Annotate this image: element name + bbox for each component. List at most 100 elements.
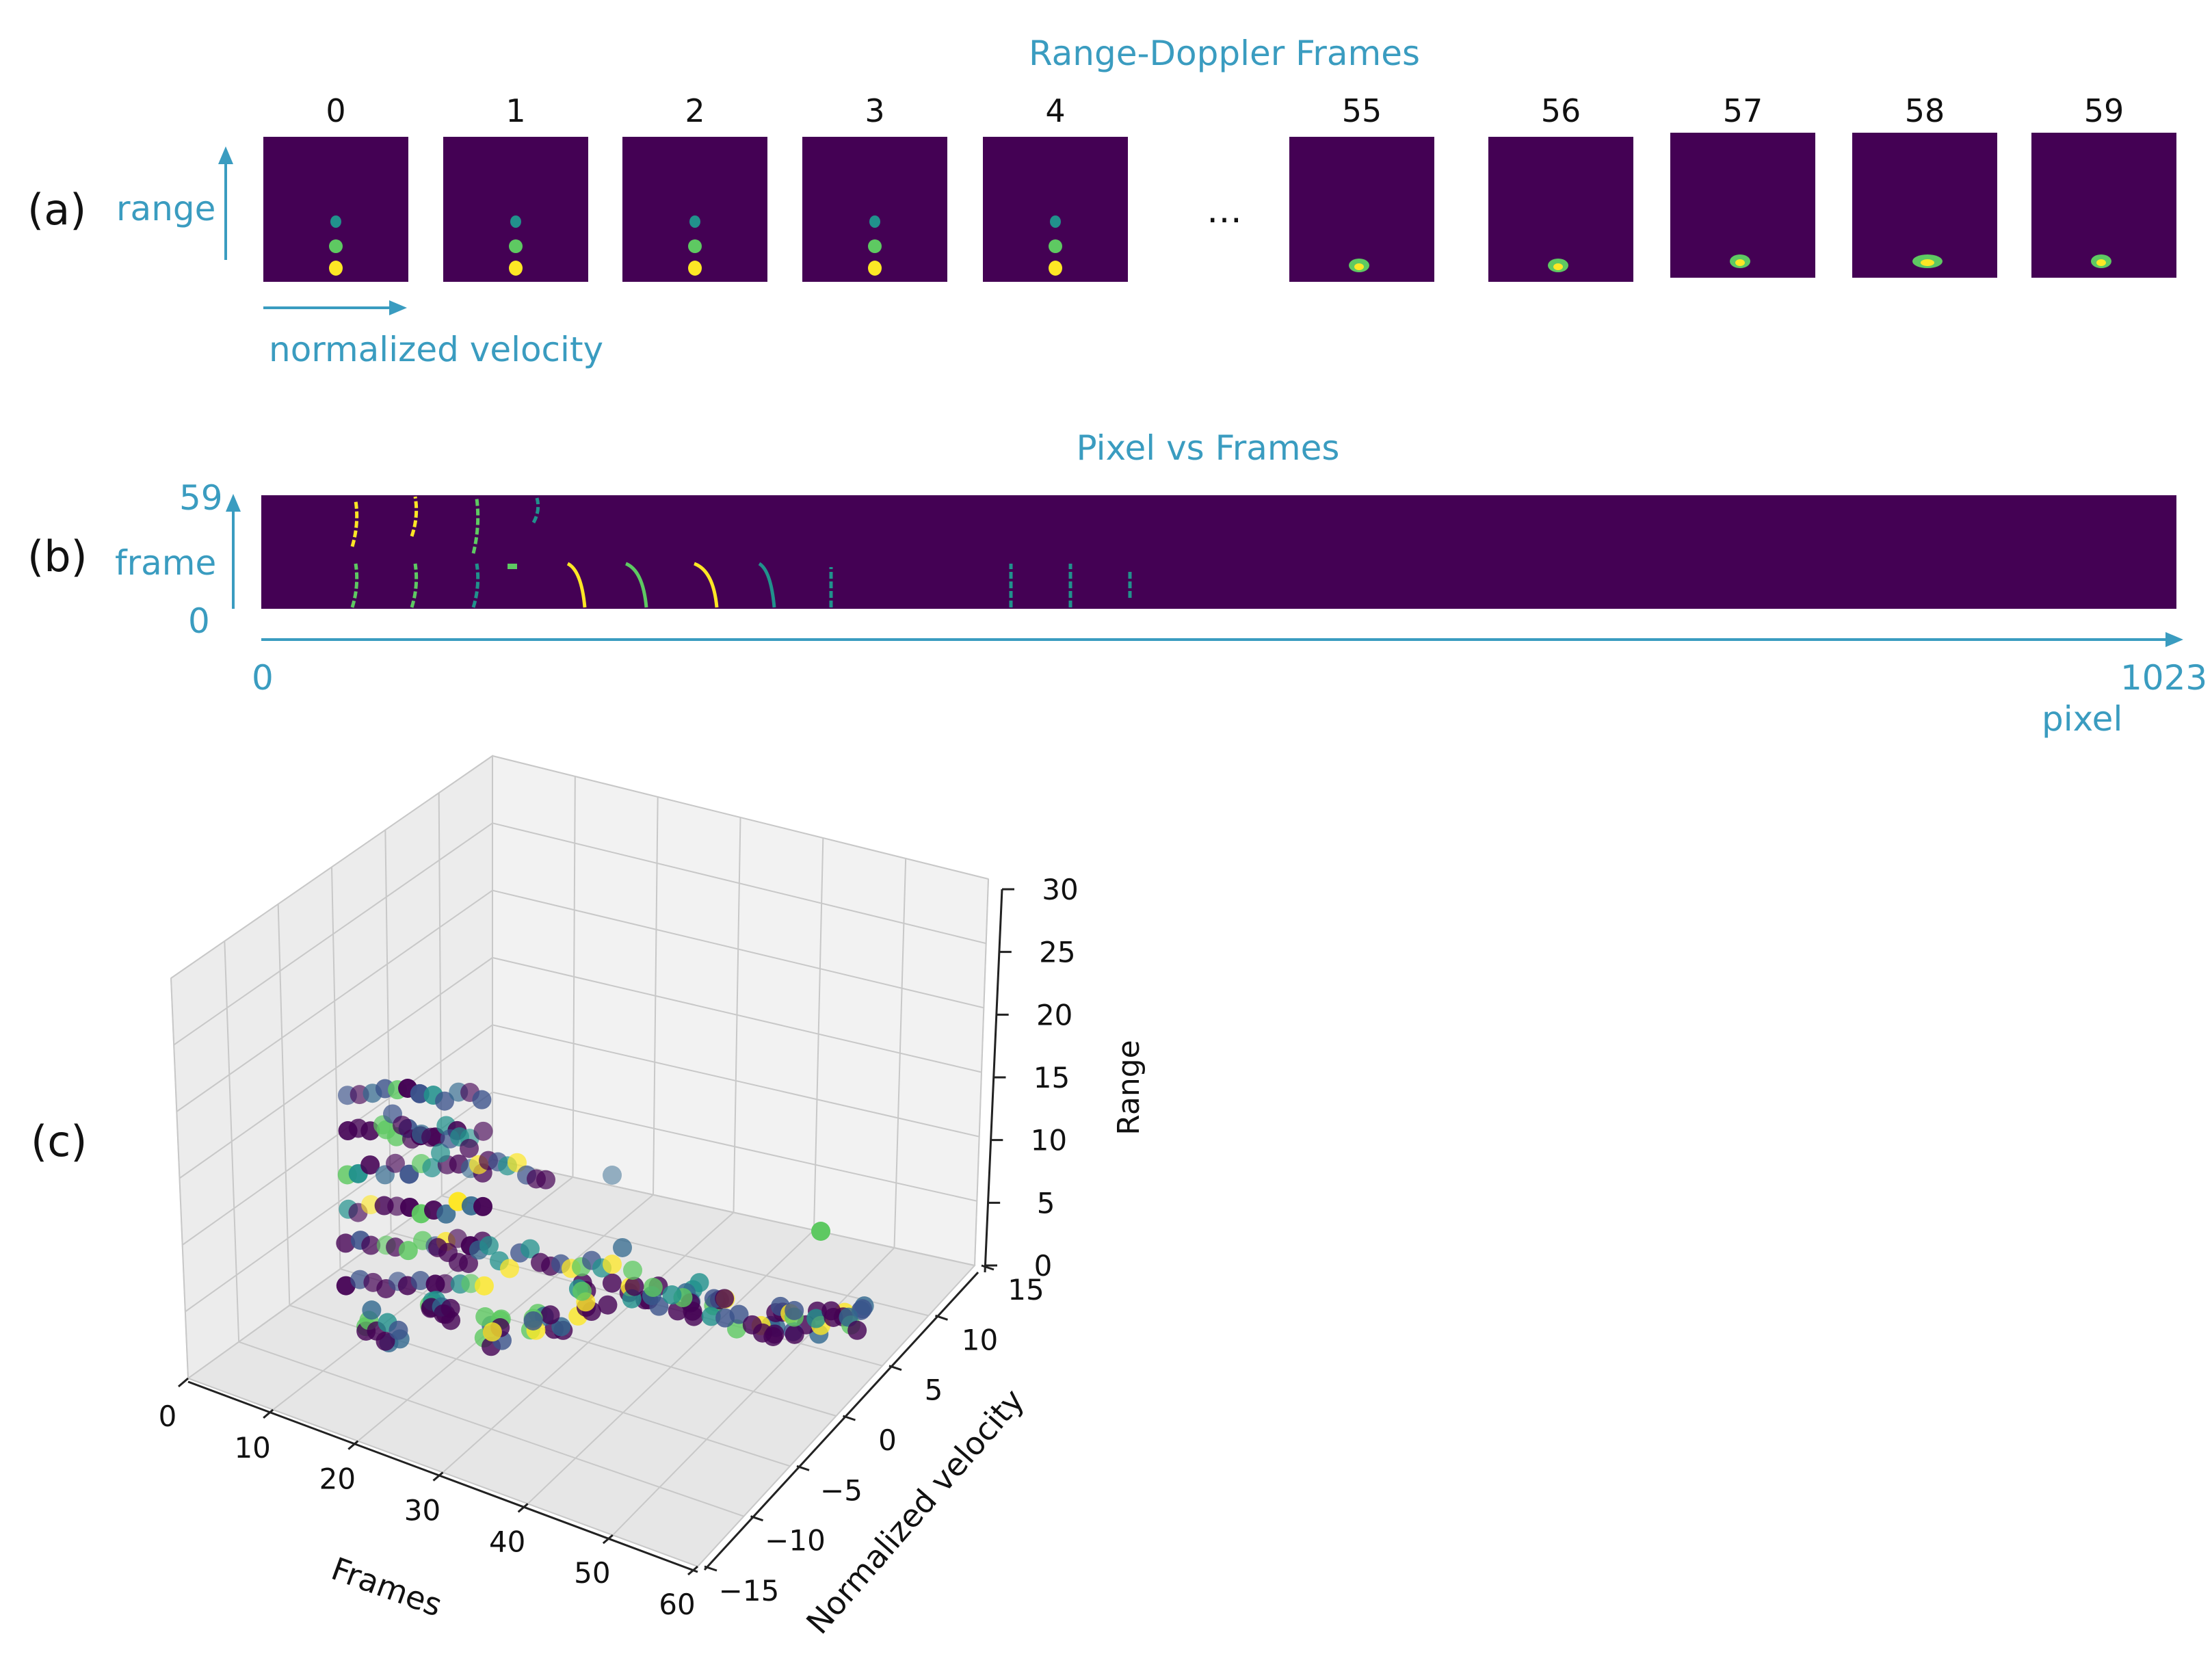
scatter-point: [440, 1298, 460, 1318]
scatter-point: [474, 1276, 494, 1296]
range-axis-ticks: 0 5 10 15 20 25 30: [985, 873, 1079, 1283]
pixel-trace: [531, 497, 540, 524]
grid-line: [492, 957, 982, 1073]
grid-line: [492, 822, 986, 945]
pixel-trace: [350, 500, 359, 547]
velocity-tick-mark: [704, 1565, 717, 1572]
range-tick-label: 30: [1042, 873, 1078, 906]
target-blob: [869, 215, 880, 228]
frame-heatmap: [802, 137, 947, 282]
scatter-point: [649, 1296, 669, 1316]
target-blob: [509, 239, 523, 253]
frame-index-label: 58: [1905, 92, 1945, 129]
velocity-tick-label: 15: [1008, 1273, 1044, 1307]
grid-line: [182, 1024, 493, 1246]
scatter-point: [422, 1158, 442, 1178]
scatter-point: [763, 1326, 783, 1346]
velocity-tick-mark: [750, 1515, 763, 1522]
scatter-point: [824, 1307, 843, 1327]
scatter-point: [410, 1271, 430, 1291]
velocity-axis-arrow: [263, 300, 407, 315]
scatter-point: [475, 1307, 495, 1327]
pixel-trace: [350, 563, 359, 608]
frames-tick-label: 50: [574, 1556, 610, 1590]
scatter-point: [729, 1304, 749, 1324]
frame-thumbnail: 56: [1488, 92, 1633, 282]
grid-line: [492, 1091, 977, 1202]
panel-a-title: Range-Doppler Frames: [1029, 34, 1420, 73]
scatter-point: [472, 1090, 492, 1110]
frame-thumbnail: 0: [263, 92, 408, 282]
scatter-point: [431, 1143, 450, 1163]
velocity-tick-label: 5: [925, 1374, 943, 1407]
scatter-point: [435, 1091, 455, 1111]
scatter-point: [603, 1166, 622, 1185]
scatter-point: [847, 1320, 867, 1340]
scatter-point: [806, 1309, 826, 1328]
scatter-point: [479, 1235, 499, 1255]
scatter-point: [742, 1315, 762, 1335]
frames-tick-label: 20: [319, 1462, 356, 1496]
scatter-point: [360, 1155, 380, 1175]
grid-line: [176, 889, 493, 1112]
range-tick-label: 5: [1037, 1186, 1055, 1220]
scatter-point: [386, 1153, 406, 1173]
frames-tick-mark: [347, 1440, 359, 1450]
range-axis-label: range: [116, 189, 215, 228]
grid-line: [492, 889, 984, 1009]
target-blob: [329, 239, 343, 253]
target-blob: [1049, 261, 1062, 276]
range-tick-label: 0: [1034, 1249, 1053, 1283]
frame-axis-label: frame: [115, 543, 216, 583]
scatter-point: [785, 1324, 804, 1344]
scatter-point: [598, 1295, 618, 1315]
scatter-point: [701, 1307, 721, 1326]
scatter-point: [389, 1320, 408, 1340]
frame-index-label: 4: [1045, 92, 1065, 129]
range-axis-title: Range: [1111, 1040, 1146, 1135]
frames-axis-ticks: 0 10 20 30 40 50 60: [159, 1377, 698, 1621]
velocity-tick-label: 10: [962, 1323, 998, 1356]
frame-thumbnail: 58: [1852, 92, 1997, 278]
grid-line: [179, 957, 493, 1179]
velocity-axis-label: normalized velocity: [269, 330, 603, 369]
frames-tick-mark: [263, 1408, 274, 1419]
frame-heatmap: [443, 137, 588, 282]
frame-heatmap: [2031, 133, 2176, 278]
frames-tick-label: 40: [489, 1525, 525, 1558]
target-blob: [2096, 259, 2106, 266]
scatter-point: [785, 1300, 804, 1320]
scatter-point: [624, 1276, 644, 1296]
frame-heatmap: [1488, 137, 1633, 282]
frames-tick-label: 30: [404, 1494, 440, 1527]
panel-b-title: Pixel vs Frames: [1077, 428, 1340, 468]
scatter-point: [436, 1204, 456, 1224]
scatter-point: [521, 1239, 540, 1259]
frame-index-label: 0: [326, 92, 345, 129]
pixel-axis-arrow: [261, 632, 2183, 647]
grid-3d: [170, 755, 989, 1567]
grid-line: [441, 1195, 929, 1317]
frame-heatmap: [1289, 137, 1434, 282]
scatter-point: [684, 1307, 704, 1326]
scatter-point: [662, 1285, 682, 1305]
velocity-tick-label: 0: [878, 1423, 897, 1457]
scatter-point: [643, 1278, 663, 1298]
frames-tick-mark: [517, 1503, 529, 1513]
range-axis-line: [984, 889, 1003, 1273]
frames-tick-label: 10: [234, 1431, 270, 1465]
velocity-tick-label: −15: [719, 1574, 780, 1607]
scatter-point: [421, 1127, 440, 1147]
grid-line: [238, 1341, 744, 1517]
grid-line: [492, 1159, 975, 1266]
range-tick-label: 15: [1033, 1061, 1070, 1094]
grid-line: [173, 822, 493, 1046]
frame-axis-arrow: [226, 494, 241, 609]
pixel-trace: [471, 498, 480, 554]
pixel-axis-max: 1023: [2120, 658, 2207, 698]
frame-heatmap: [1852, 133, 1997, 278]
frames-tick-label: 60: [659, 1588, 695, 1621]
frame-axis-bottom: 0: [188, 601, 210, 641]
scatter-point: [460, 1138, 479, 1158]
